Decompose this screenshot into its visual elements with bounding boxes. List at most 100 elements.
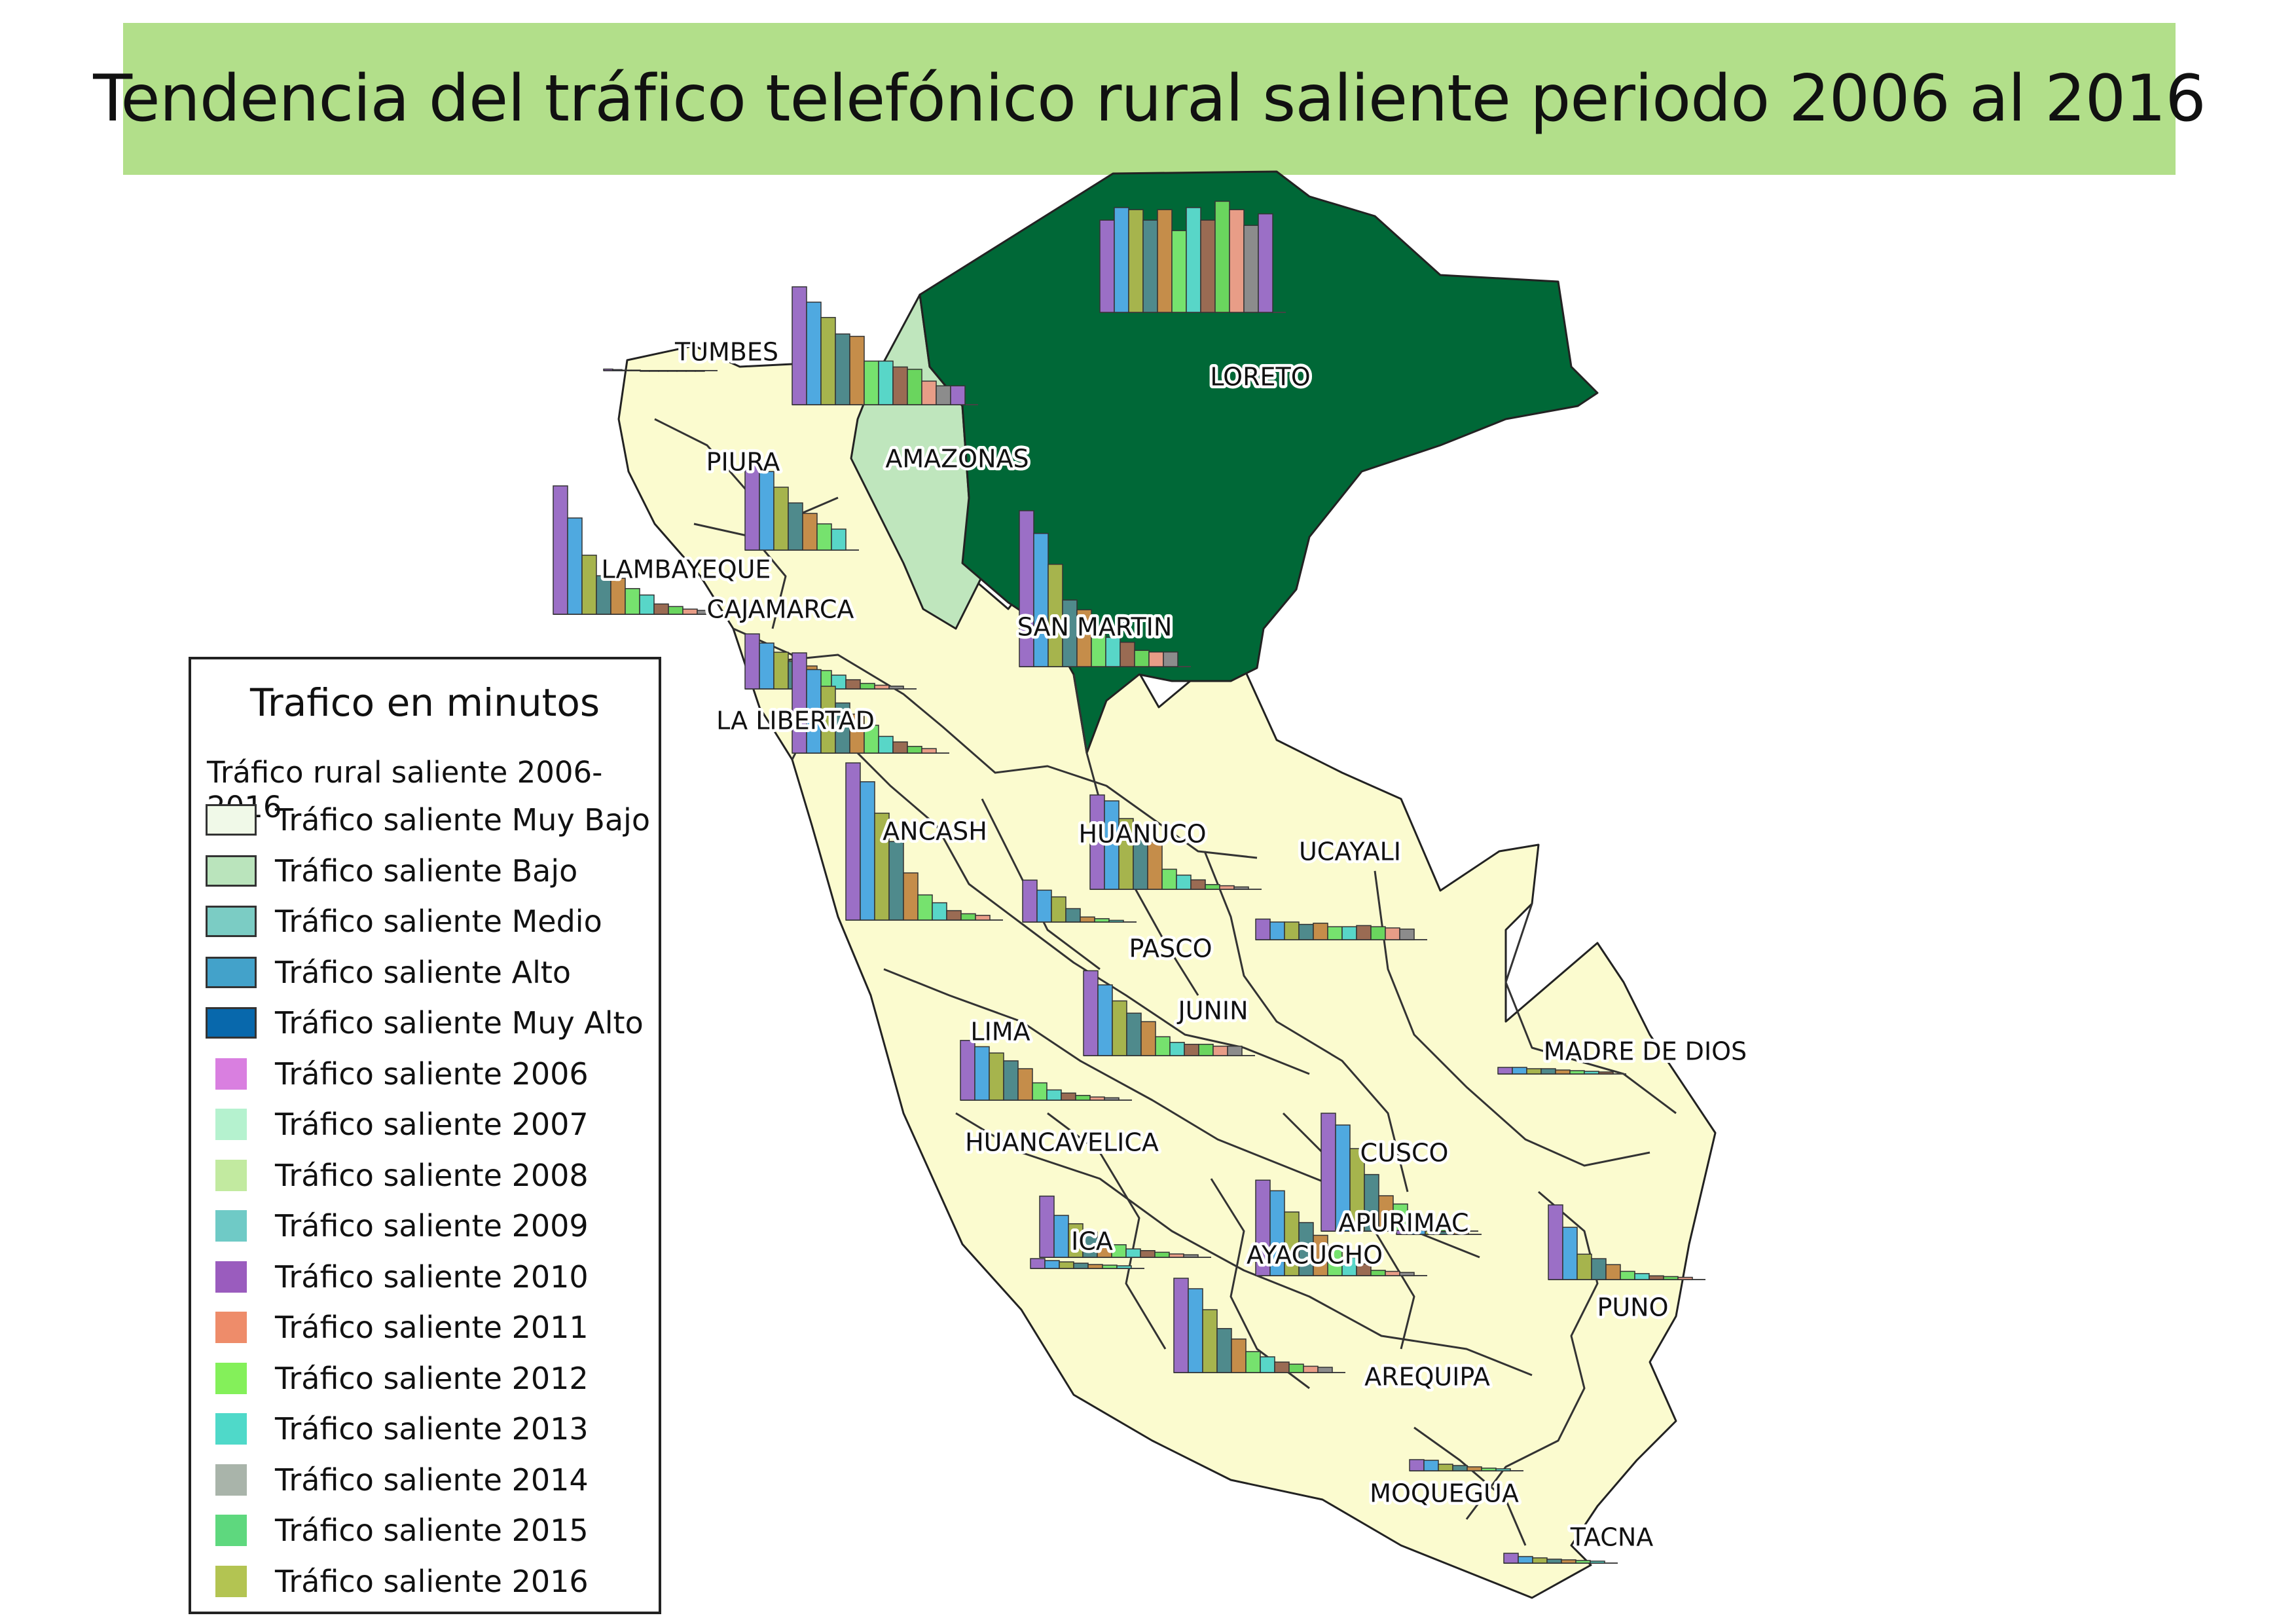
title-banner: Tendencia del tráfico telefónico rural s…	[93, 23, 2206, 175]
bar	[1075, 1095, 1091, 1101]
bar	[1212, 1045, 1228, 1056]
bar-chart-moquegua	[1409, 1459, 1523, 1471]
bar	[1184, 1043, 1199, 1056]
region-label-madre-de-dios: MADRE DE DIOS	[1544, 1037, 1747, 1066]
bar-chart-lambayeque	[553, 485, 725, 615]
legend-label: Tráfico saliente 2015	[275, 1513, 589, 1548]
bar	[845, 762, 861, 921]
bar-chart-ayacucho	[1255, 1179, 1427, 1276]
legend-label: Tráfico saliente Muy Bajo	[275, 802, 650, 838]
bar	[1313, 923, 1328, 940]
bar-chart-piura	[744, 460, 859, 551]
bar-chart-ucayali	[1255, 918, 1427, 940]
bar	[1233, 886, 1249, 890]
regions-layer	[617, 170, 1717, 1599]
legend-item-choropleth: Tráfico saliente Bajo	[206, 851, 577, 891]
bar	[1260, 1356, 1275, 1373]
region-label-lambayeque: LAMBAYEQUE	[602, 555, 771, 584]
legend-swatch	[206, 804, 257, 836]
bar	[1053, 1215, 1069, 1258]
bar	[1562, 1227, 1578, 1280]
bar	[1108, 919, 1124, 923]
bar	[878, 360, 894, 405]
bar	[1561, 1559, 1576, 1564]
legend-swatch	[215, 1312, 247, 1343]
legend-label: Tráfico saliente Alto	[275, 954, 572, 990]
bar	[1409, 1459, 1425, 1471]
bar-chart-apurimac	[1396, 1230, 1482, 1235]
bar	[860, 781, 875, 921]
bar	[917, 894, 933, 921]
bar-chart-pasco	[1022, 879, 1137, 923]
bar	[1176, 874, 1192, 890]
bar	[1083, 970, 1099, 1056]
bar	[1219, 885, 1235, 890]
bar	[888, 841, 904, 921]
bar-chart-san-martin	[1019, 510, 1191, 667]
bar	[1157, 209, 1173, 313]
bar	[625, 588, 640, 615]
bar	[1200, 219, 1216, 313]
bar	[888, 686, 904, 690]
bar	[960, 1040, 975, 1101]
region-label-tumbes: TUMBES	[674, 338, 778, 367]
bar	[806, 301, 822, 405]
bar	[1097, 984, 1113, 1056]
bar	[1438, 1464, 1453, 1471]
bar-chart-huanuco	[1089, 794, 1262, 890]
bar	[1114, 207, 1129, 313]
legend-swatch	[215, 1058, 247, 1090]
bar	[1258, 213, 1273, 313]
bar	[1576, 1253, 1592, 1280]
bar	[1198, 1043, 1214, 1056]
bar	[1116, 1265, 1132, 1269]
legend-label: Tráfico saliente 2011	[275, 1310, 589, 1345]
legend-swatch	[215, 1362, 247, 1394]
bar	[1548, 1204, 1563, 1280]
bar	[1385, 1270, 1400, 1276]
region-label-loreto: LORETO	[1210, 363, 1310, 392]
legend-item-year: Tráfico saliente 2016	[206, 1562, 589, 1601]
bar	[1126, 1012, 1142, 1056]
legend-item-choropleth: Tráfico saliente Muy Bajo	[206, 800, 650, 840]
bar	[874, 684, 890, 690]
bar	[1120, 642, 1135, 667]
legend-label: Tráfico saliente 2007	[275, 1107, 589, 1142]
bar	[1341, 926, 1357, 940]
bar	[1317, 1367, 1333, 1373]
bar	[1147, 841, 1163, 890]
bar	[1269, 921, 1285, 940]
bar	[1202, 1309, 1218, 1373]
bar	[1370, 926, 1386, 940]
legend-label: Tráfico saliente Medio	[275, 904, 602, 939]
bar	[1099, 219, 1115, 313]
bar	[621, 369, 632, 371]
bar	[1032, 1082, 1048, 1101]
bar	[1188, 1288, 1203, 1373]
bar	[1321, 1113, 1336, 1232]
bar	[1173, 1278, 1189, 1373]
region-label-amazonas: AMAZONAS	[885, 445, 1029, 473]
legend-label: Tráfico saliente Bajo	[275, 853, 578, 889]
bar	[1017, 1068, 1033, 1101]
bar	[1022, 879, 1038, 923]
bar	[1059, 1261, 1074, 1269]
legend-box: Trafico en minutos Tráfico rural salient…	[189, 657, 661, 1614]
bar	[1303, 1365, 1319, 1373]
bar	[1370, 1270, 1386, 1276]
legend-item-year: Tráfico saliente 2015	[206, 1511, 589, 1550]
bar	[773, 652, 789, 690]
bar	[1569, 1070, 1585, 1075]
bar-chart-madre-de-dios	[1497, 1067, 1626, 1075]
bar	[1298, 923, 1314, 940]
bar	[1503, 1553, 1519, 1564]
bar	[1140, 1021, 1156, 1056]
map-title: Tendencia del tráfico telefónico rural s…	[93, 62, 2206, 136]
region-labels-layer: TUMBES LORETO AMAZONAS PIURA LAMBAYEQUE CAJAM…	[598, 335, 1750, 1555]
bar	[864, 360, 879, 405]
bar	[835, 333, 850, 405]
bar	[1288, 1363, 1304, 1373]
region-label-tacna: TACNA	[1570, 1523, 1654, 1552]
bar	[1497, 1067, 1513, 1075]
bar	[921, 380, 937, 405]
